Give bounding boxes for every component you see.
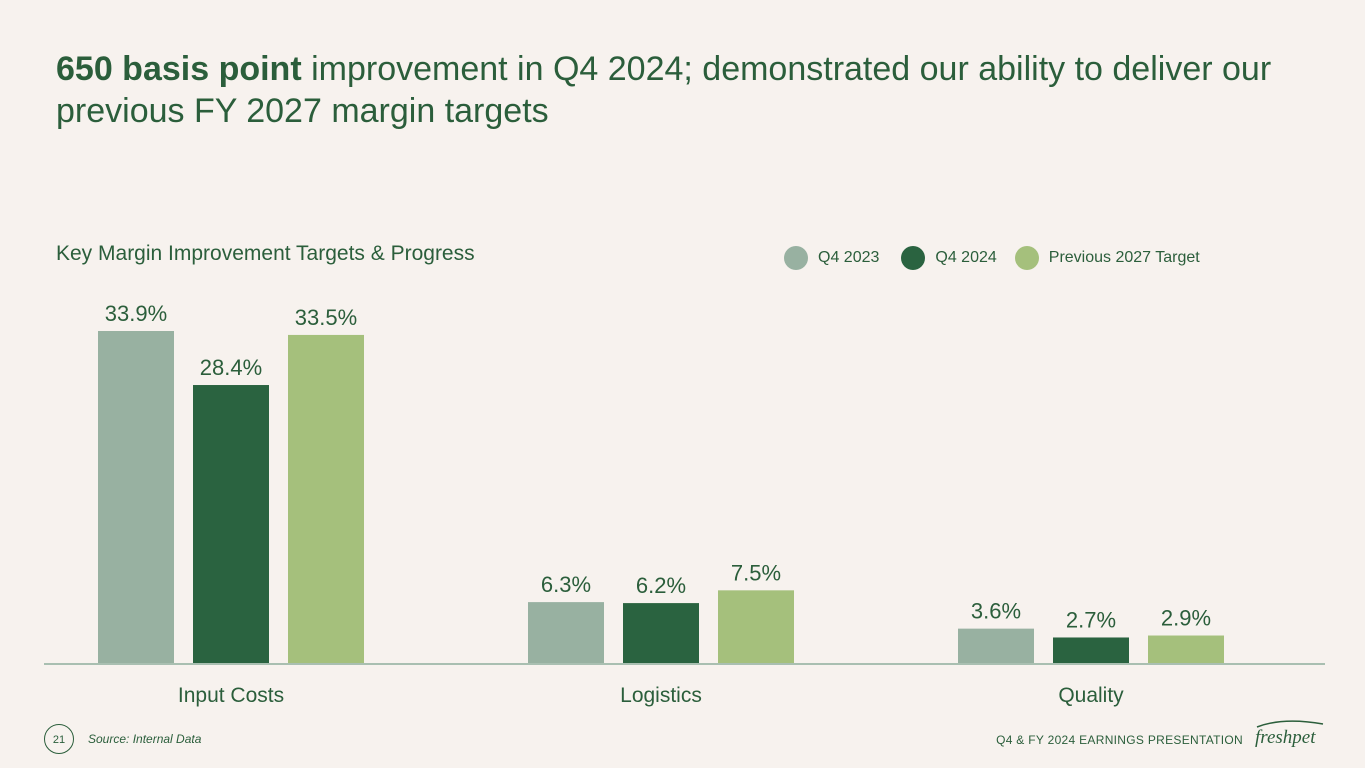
bar-2-1	[1053, 637, 1129, 664]
legend-item-target-2027: Previous 2027 Target	[1014, 246, 1200, 270]
slide-title: 650 basis point improvement in Q4 2024; …	[56, 48, 1306, 132]
data-label-0-1: 28.4%	[200, 355, 262, 380]
source-note: Source: Internal Data	[88, 732, 202, 746]
page-number: 21	[44, 724, 74, 754]
logo-swoosh-icon	[1256, 720, 1324, 728]
data-label-2-1: 2.7%	[1066, 607, 1116, 632]
data-label-0-0: 33.9%	[105, 301, 167, 326]
title-rest: improvement in Q4 2024; demonstrated our…	[56, 50, 1272, 130]
freshpet-logo: freshpet	[1255, 720, 1324, 748]
legend-label-q4-2024: Q4 2024	[935, 249, 997, 266]
presentation-name: Q4 & FY 2024 EARNINGS PRESENTATION	[996, 733, 1243, 747]
bar-2-2	[1148, 635, 1224, 664]
legend-item-q4-2024: Q4 2024	[901, 246, 997, 270]
bar-1-2	[718, 590, 794, 664]
bar-1-1	[623, 603, 699, 664]
data-label-1-1: 6.2%	[636, 573, 686, 598]
legend-item-q4-2023: Q4 2023	[784, 246, 879, 270]
data-label-1-0: 6.3%	[541, 572, 591, 597]
bar-0-0	[98, 331, 174, 664]
legend-label-target-2027: Previous 2027 Target	[1048, 249, 1200, 266]
category-label-2: Quality	[1058, 684, 1124, 707]
title-bold: 650 basis point	[56, 50, 302, 88]
data-label-2-2: 2.9%	[1161, 606, 1211, 631]
bar-0-2	[288, 334, 364, 664]
legend-label-q4-2023: Q4 2023	[818, 249, 880, 266]
legend-swatch-q4-2023	[784, 246, 808, 270]
bar-0-1	[193, 385, 269, 664]
bar-2-0	[958, 628, 1034, 664]
legend-swatch-target-2027	[1014, 246, 1039, 270]
data-label-0-2: 33.5%	[295, 305, 357, 330]
category-label-0: Input Costs	[178, 684, 284, 707]
legend-swatch-q4-2024	[901, 246, 926, 270]
logo-wordmark: freshpet	[1255, 727, 1316, 748]
data-label-1-2: 7.5%	[731, 560, 781, 585]
bar-1-0	[528, 602, 604, 664]
category-label-1: Logistics	[620, 684, 702, 707]
data-label-2-0: 3.6%	[971, 599, 1021, 624]
chart-title: Key Margin Improvement Targets & Progres…	[56, 242, 475, 265]
chart-legend: Q4 2023 Q4 2024 Previous 2027 Target	[784, 246, 1200, 270]
